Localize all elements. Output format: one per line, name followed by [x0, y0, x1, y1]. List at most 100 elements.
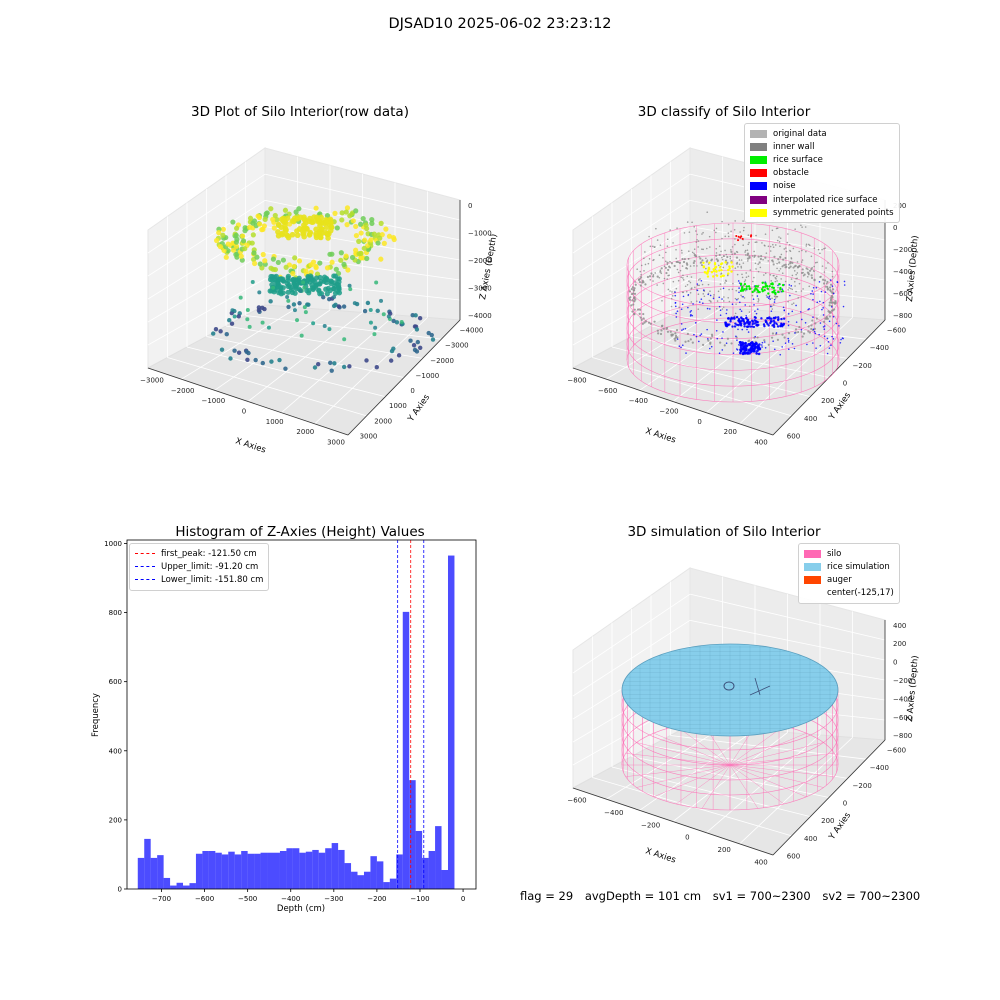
- scatter-point: [748, 351, 751, 355]
- scatter-point: [664, 251, 667, 254]
- scatter-point: [806, 343, 808, 346]
- scatter-point: [312, 365, 318, 370]
- scatter-point: [791, 303, 793, 306]
- scatter-point: [807, 330, 810, 333]
- scatter-point: [730, 230, 732, 233]
- scatter-point: [358, 230, 364, 236]
- simulation-zlabel: Z Axies (Depth): [905, 655, 921, 722]
- scatter-point: [721, 258, 724, 261]
- tick-label: −400: [870, 764, 889, 772]
- scatter-point: [754, 284, 758, 288]
- scatter-point: [719, 283, 722, 285]
- scatter-point: [824, 247, 826, 249]
- tick-label: 400: [804, 835, 817, 843]
- scatter-point: [238, 253, 244, 259]
- tick-label: −400: [893, 268, 912, 276]
- scatter-point: [744, 341, 747, 345]
- scatter-point: [736, 273, 739, 276]
- scatter-point: [831, 285, 834, 287]
- scatter-point: [262, 258, 268, 264]
- scatter-point: [411, 343, 417, 348]
- scatter-point: [828, 315, 831, 318]
- scatter-point: [698, 255, 701, 258]
- scatter-point: [768, 285, 771, 288]
- scatter-point: [330, 286, 337, 292]
- scatter-point: [680, 323, 683, 325]
- scatter-point: [321, 294, 326, 300]
- scatter-point: [631, 286, 634, 289]
- scatter-point: [715, 258, 718, 261]
- scatter-point: [737, 323, 740, 327]
- scatter-point: [780, 253, 783, 256]
- scatter-point: [674, 334, 678, 337]
- scatter-point: [270, 216, 276, 223]
- scatter-point: [739, 308, 741, 311]
- scatter-point: [756, 285, 759, 288]
- floor-spoke: [729, 764, 807, 798]
- scatter-point: [349, 254, 356, 261]
- scatter-point: [825, 317, 828, 320]
- scatter-point: [686, 275, 689, 278]
- scatter-point: [756, 289, 759, 292]
- histogram-ylabel: Frequency: [91, 693, 101, 737]
- scatter-point: [721, 237, 723, 240]
- scatter-point: [426, 330, 431, 336]
- simulation-ylabel: Y Axies: [827, 810, 854, 842]
- y-tick-label: 200: [109, 816, 122, 824]
- scatter-point: [753, 276, 755, 279]
- scatter-point: [707, 339, 710, 342]
- scatter-point: [227, 318, 232, 323]
- scatter-point: [815, 317, 818, 320]
- scatter-point: [721, 256, 723, 259]
- histogram-bar: [195, 853, 203, 889]
- scatter-point: [750, 325, 754, 328]
- legend-label: original data: [773, 128, 827, 139]
- scatter-point: [705, 267, 707, 270]
- scatter-point: [713, 262, 717, 265]
- scatter-point: [705, 257, 707, 260]
- scatter-point: [782, 317, 786, 320]
- histogram-bar: [351, 871, 358, 889]
- scatter-point: [697, 279, 700, 281]
- floor-spoke: [636, 742, 731, 766]
- scatter-point: [731, 288, 734, 291]
- scatter-point: [666, 261, 669, 264]
- scatter-point: [739, 236, 742, 239]
- scatter-point: [787, 341, 790, 343]
- scatter-point: [715, 252, 718, 254]
- scatter-point: [275, 259, 281, 266]
- scatter-point: [740, 294, 742, 297]
- scatter-point: [800, 261, 803, 263]
- scatter-point: [687, 306, 689, 309]
- histogram-bar: [402, 611, 410, 889]
- scatter-point: [821, 308, 823, 311]
- scatter-point: [233, 243, 240, 249]
- scatter-point: [745, 317, 748, 320]
- scatter-point: [386, 233, 393, 239]
- scatter-point: [787, 332, 791, 335]
- scatter-point: [764, 347, 767, 349]
- scatter-point: [732, 282, 734, 285]
- scatter-point: [286, 298, 291, 303]
- histogram-bar: [137, 857, 145, 889]
- x-tick-label: 0: [461, 895, 465, 903]
- tick-label: −800: [893, 312, 912, 320]
- scatter-point: [718, 266, 722, 269]
- scatter-point: [737, 328, 739, 331]
- scatter-point: [307, 231, 313, 237]
- scatter-point: [658, 254, 661, 256]
- scatter-point: [788, 243, 791, 246]
- classify-xlabel: X Axies: [644, 426, 677, 445]
- histogram-bar: [389, 878, 397, 889]
- scatter-point: [682, 260, 686, 264]
- scatter-point: [292, 255, 298, 261]
- scatter-point: [794, 285, 796, 287]
- scatter-point: [798, 325, 801, 329]
- scatter-point: [772, 246, 775, 248]
- scatter-point: [696, 233, 698, 236]
- scatter-point: [256, 305, 262, 310]
- scatter-point: [822, 320, 826, 323]
- scatter-point: [803, 273, 806, 276]
- scatter-point: [396, 353, 402, 358]
- scatter-point: [220, 232, 226, 238]
